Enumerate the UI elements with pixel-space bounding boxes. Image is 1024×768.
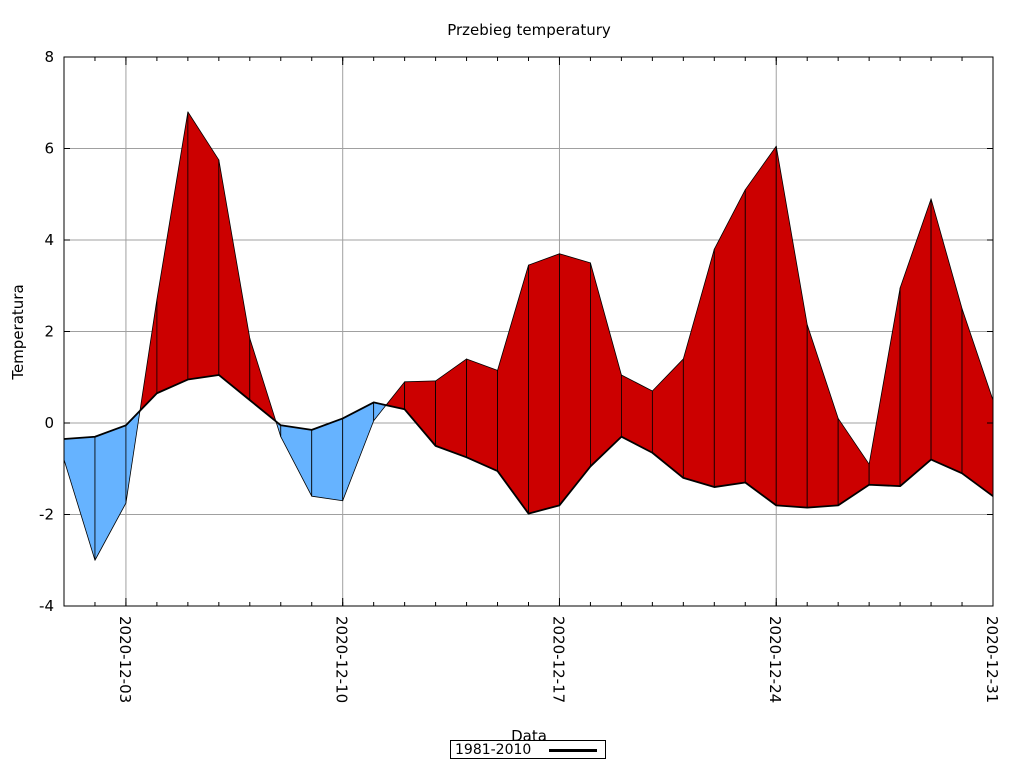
above-normal-area [868, 287, 901, 487]
above-normal-area [590, 262, 622, 467]
x-tick-label: 2020-12-03 [116, 616, 134, 703]
below-normal-area [280, 424, 313, 497]
above-normal-area [559, 253, 591, 506]
x-tick-label: 2020-12-10 [333, 616, 351, 703]
above-normal-area [744, 145, 777, 506]
above-normal-area [806, 324, 839, 509]
above-normal-area [156, 111, 189, 394]
below-normal-area [311, 418, 344, 502]
normal-series-line [63, 374, 994, 515]
y-tick-label: -2 [39, 506, 54, 524]
above-normal-area [187, 111, 220, 380]
x-tick-label: 2020-12-31 [983, 616, 1001, 703]
legend-line-sample [549, 749, 597, 752]
y-tick-label: -4 [39, 597, 54, 615]
legend-label: 1981-2010 [455, 742, 532, 758]
above-normal-area [139, 299, 158, 412]
legend: 1981-2010 [450, 740, 606, 759]
above-normal-area [528, 253, 560, 514]
below-normal-area [342, 402, 375, 502]
x-axis-ticks: 2020-12-03 2020-12-10 2020-12-17 2020-12-24… [63, 57, 1001, 703]
temperature-areas [63, 111, 994, 561]
above-normal-area [899, 198, 932, 487]
above-normal-area [682, 248, 715, 488]
y-tick-label: 2 [44, 323, 54, 341]
above-normal-area [435, 358, 467, 458]
below-normal-area [125, 410, 141, 504]
y-axis-label: Temperatura [9, 284, 27, 380]
x-tick-label: 2020-12-24 [766, 616, 784, 703]
above-normal-area [961, 308, 994, 497]
above-normal-area [621, 374, 653, 454]
below-normal-area [94, 424, 127, 561]
above-normal-area [651, 358, 684, 479]
below-normal-area [63, 436, 96, 561]
above-normal-area [218, 159, 251, 401]
above-normal-area [466, 358, 498, 472]
above-normal-area [837, 418, 870, 506]
series-lines [63, 374, 994, 515]
y-tick-label: 4 [44, 231, 54, 249]
y-tick-label: 8 [44, 48, 54, 66]
chart-title: Przebieg temperatury [447, 21, 611, 39]
y-tick-label: 0 [44, 414, 54, 432]
x-tick-label: 2020-12-17 [549, 616, 567, 703]
above-normal-area [713, 189, 746, 488]
above-normal-area [249, 337, 277, 422]
y-tick-label: 6 [44, 140, 54, 158]
above-normal-area [775, 145, 808, 509]
y-axis-ticks: -4 -2 0 2 4 6 8 [39, 48, 993, 615]
